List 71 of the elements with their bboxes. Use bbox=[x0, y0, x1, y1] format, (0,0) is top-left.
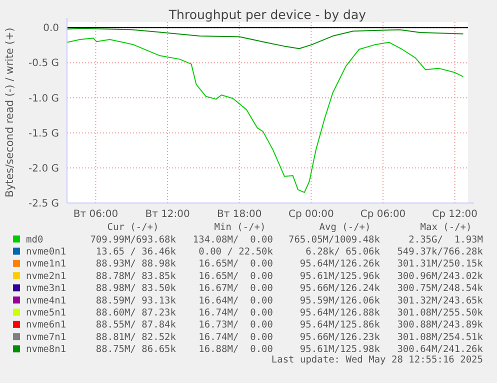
text: 301.08M/255.50k bbox=[397, 308, 484, 319]
y-tick-label: -2.0 G bbox=[28, 163, 59, 174]
legend-label: nvme8n1 bbox=[26, 344, 66, 356]
text: 300.88M/243.89k bbox=[397, 320, 484, 331]
text: 300.96M/243.02k bbox=[397, 270, 484, 282]
y-tick-label: -0.5 G bbox=[28, 58, 59, 70]
text: 95.66M/126.24k bbox=[300, 283, 380, 294]
line-series bbox=[66, 28, 464, 50]
text: 16.74M/ 0.00 bbox=[198, 332, 274, 343]
text: 301.31M/250.15k bbox=[397, 258, 484, 270]
legend-label: nvme7n1 bbox=[26, 332, 66, 343]
legend-label: nvme6n1 bbox=[26, 320, 66, 331]
text: 95.64M/125.86k bbox=[300, 320, 380, 331]
text: Cur (-/+) bbox=[107, 222, 159, 234]
text: 88.60M/ 87.23k bbox=[96, 308, 176, 319]
y-tick-label: -1.0 G bbox=[28, 93, 59, 104]
text: 95.59M/126.06k bbox=[300, 295, 380, 306]
text: 16.65M/ 0.00 bbox=[198, 270, 274, 282]
text: 765.05M/1009.48k bbox=[288, 234, 380, 246]
text: 88.98M/ 83.50k bbox=[96, 283, 176, 294]
x-tick-label: Ср 00:00 bbox=[288, 209, 334, 220]
text: 88.93M/ 88.98k bbox=[96, 258, 176, 270]
text: 16.65M/ 0.00 bbox=[198, 258, 274, 270]
text: 134.08M/ 0.00 bbox=[192, 234, 274, 246]
text: 16.64M/ 0.00 bbox=[198, 295, 274, 306]
text: 13.65 / 36.46k bbox=[96, 246, 176, 258]
text: 95.61M/125.96k bbox=[300, 270, 380, 282]
text: 95.66M/126.23k bbox=[300, 332, 380, 343]
legend-label: nvme5n1 bbox=[26, 308, 66, 319]
y-tick-label: 0.0 bbox=[43, 23, 59, 34]
text: 95.61M/125.98k bbox=[300, 344, 380, 356]
chart-title: Throughput per device - by day bbox=[168, 7, 367, 22]
text: 95.64M/126.88k bbox=[300, 308, 380, 319]
legend-label: nvme4n1 bbox=[26, 295, 66, 306]
text: 88.78M/ 83.85k bbox=[96, 270, 176, 282]
text: 88.55M/ 87.84k bbox=[96, 320, 176, 331]
x-tick-label: Вт 06:00 bbox=[73, 209, 118, 220]
text: 300.64M/241.26k bbox=[397, 344, 484, 356]
y-tick-label: -1.5 G bbox=[28, 128, 59, 140]
text: 549.37k/766.28k bbox=[397, 246, 484, 258]
y-axis-title: Bytes/second read (-) / write (+) bbox=[4, 28, 16, 198]
x-tick-label: Вт 12:00 bbox=[145, 209, 190, 220]
text: 6.28k/ 65.06k bbox=[306, 246, 380, 258]
legend-label: nvme2n1 bbox=[26, 270, 66, 282]
text: 16.73M/ 0.00 bbox=[198, 320, 274, 331]
line-series bbox=[66, 38, 464, 193]
text: 88.81M/ 82.52k bbox=[96, 332, 176, 343]
text: 16.74M/ 0.00 bbox=[198, 308, 274, 319]
text: 88.59M/ 93.13k bbox=[96, 295, 176, 306]
text: 301.32M/243.65k bbox=[397, 295, 484, 306]
x-tick-label: Вт 18:00 bbox=[217, 209, 262, 220]
text: 16.88M/ 0.00 bbox=[198, 344, 274, 356]
text: 300.75M/248.54k bbox=[397, 283, 484, 294]
legend-label: nvme0n1 bbox=[26, 246, 66, 258]
x-tick-label: Ср 12:00 bbox=[432, 209, 478, 220]
text: 709.99M/693.68k bbox=[90, 234, 176, 246]
legend-label: md0 bbox=[26, 234, 44, 246]
text: 88.75M/ 86.65k bbox=[96, 344, 176, 356]
text: 16.67M/ 0.00 bbox=[198, 283, 274, 294]
text: 301.08M/254.51k bbox=[397, 332, 484, 343]
text: Min (-/+) bbox=[214, 222, 266, 234]
text: 2.35G/ 1.93M bbox=[408, 234, 484, 246]
text: 0.00 / 22.50k bbox=[198, 246, 274, 258]
x-tick-label: Ср 06:00 bbox=[360, 209, 406, 220]
legend-label: nvme1n1 bbox=[26, 258, 66, 270]
text: Last update: Wed May 28 12:55:16 2025 bbox=[271, 354, 483, 366]
text: 95.64M/126.26k bbox=[300, 258, 380, 270]
legend-label: nvme3n1 bbox=[26, 283, 66, 294]
y-tick-label: -2.5 G bbox=[28, 198, 59, 210]
text: Avg (-/+) bbox=[319, 222, 371, 234]
text: Max (-/+) bbox=[420, 222, 472, 234]
